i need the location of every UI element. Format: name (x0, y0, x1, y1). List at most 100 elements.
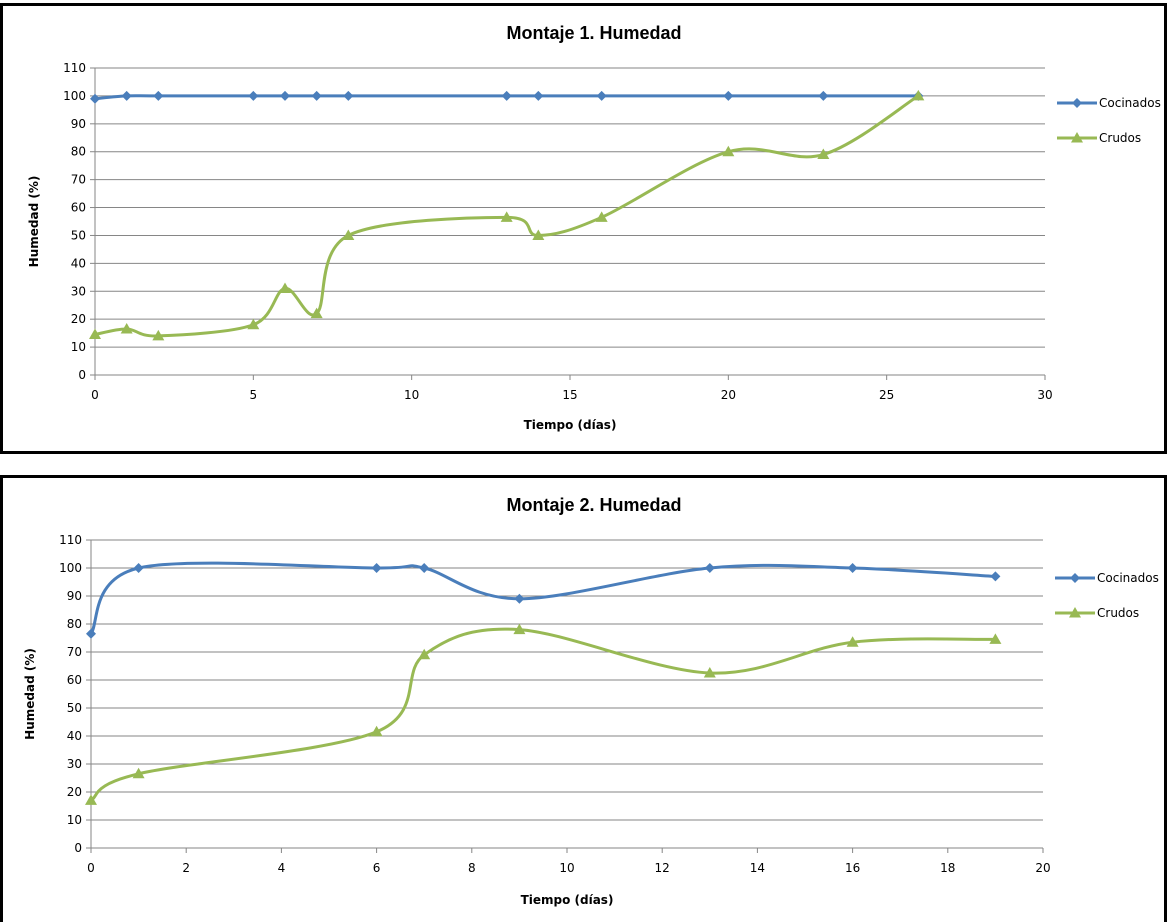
x-tick-label: 14 (750, 861, 765, 875)
x-tick-label: 10 (404, 388, 419, 402)
y-tick-label: 10 (71, 340, 86, 354)
x-tick-label: 6 (373, 861, 381, 875)
data-point-crudos (912, 89, 925, 101)
data-point-cocinados (847, 563, 858, 573)
data-point-cocinados (501, 90, 512, 101)
series-line-crudos (94, 94, 920, 338)
y-tick-label: 0 (78, 368, 86, 382)
y-tick-label: 80 (71, 145, 86, 159)
y-tick-label: 20 (71, 312, 86, 326)
data-point-cocinados (514, 593, 525, 604)
y-tick-label: 110 (59, 533, 82, 547)
data-point-cocinados (90, 93, 100, 104)
y-axis-label: Humedad (%) (23, 648, 37, 740)
data-point-crudos (989, 633, 1002, 644)
legend-marker (1070, 573, 1080, 583)
data-point-cocinados (248, 90, 259, 101)
data-point-cocinados (86, 628, 96, 639)
series-line-cocinados (94, 94, 919, 101)
legend-label: Cocinados (1097, 571, 1159, 585)
data-point-cocinados (133, 563, 144, 573)
data-point-crudos (132, 767, 145, 779)
data-point-cocinados (419, 563, 430, 573)
x-tick-label: 0 (87, 861, 95, 875)
y-tick-label: 30 (71, 284, 86, 298)
y-tick-label: 30 (67, 757, 82, 771)
data-point-cocinados (990, 571, 1001, 582)
data-point-crudos (817, 148, 830, 160)
y-tick-label: 100 (59, 561, 82, 575)
x-tick-label: 25 (879, 388, 894, 402)
x-tick-label: 2 (182, 861, 190, 875)
legend-label: Crudos (1099, 131, 1141, 145)
series-line-crudos (90, 627, 996, 802)
chart-2-group: Montaje 2. Humedad0102030405060708090100… (23, 495, 1159, 907)
y-tick-label: 70 (67, 645, 82, 659)
y-tick-label: 70 (71, 173, 86, 187)
chart-title: Montaje 2. Humedad (506, 495, 681, 515)
data-point-cocinados (311, 90, 322, 101)
x-axis-label: Tiempo (días) (521, 893, 614, 907)
x-tick-label: 16 (845, 861, 860, 875)
x-tick-label: 5 (250, 388, 258, 402)
x-tick-label: 15 (562, 388, 577, 402)
data-point-crudos (120, 322, 133, 334)
data-point-crudos (85, 794, 97, 805)
data-point-cocinados (121, 90, 132, 101)
data-point-crudos (500, 211, 513, 222)
y-tick-label: 0 (74, 841, 82, 855)
data-point-cocinados (371, 563, 382, 573)
legend-label: Crudos (1097, 606, 1139, 620)
chart-montaje-1 (0, 3, 1167, 454)
data-point-crudos (846, 636, 859, 647)
data-point-crudos (532, 229, 545, 240)
y-tick-label: 50 (71, 228, 86, 242)
data-point-cocinados (153, 90, 164, 101)
y-tick-label: 90 (67, 589, 82, 603)
y-tick-label: 10 (67, 813, 82, 827)
x-tick-label: 30 (1037, 388, 1052, 402)
legend-label: Cocinados (1099, 96, 1161, 110)
data-point-cocinados (704, 563, 715, 573)
x-tick-label: 8 (468, 861, 476, 875)
data-point-crudos (370, 725, 383, 737)
series-line-cocinados (89, 561, 996, 635)
x-tick-label: 10 (559, 861, 574, 875)
data-point-crudos (703, 667, 716, 678)
data-point-cocinados (818, 90, 829, 101)
data-point-crudos (722, 145, 735, 157)
x-tick-label: 20 (721, 388, 736, 402)
x-axis-label: Tiempo (días) (524, 418, 617, 432)
y-tick-label: 110 (63, 61, 86, 75)
x-tick-label: 12 (655, 861, 670, 875)
data-point-crudos (595, 211, 608, 222)
y-tick-label: 50 (67, 701, 82, 715)
y-tick-label: 80 (67, 617, 82, 631)
data-point-crudos (310, 307, 323, 319)
legend-marker (1069, 607, 1081, 618)
x-tick-label: 20 (1035, 861, 1050, 875)
x-tick-label: 18 (940, 861, 955, 875)
data-point-cocinados (723, 90, 734, 101)
y-tick-label: 40 (67, 729, 82, 743)
y-tick-label: 100 (63, 89, 86, 103)
y-tick-label: 20 (67, 785, 82, 799)
legend-marker (1072, 98, 1082, 108)
data-point-crudos (513, 623, 526, 635)
data-point-crudos (279, 282, 291, 293)
y-axis-label: Humedad (%) (27, 176, 41, 268)
y-tick-label: 90 (71, 117, 86, 131)
y-tick-label: 40 (71, 256, 86, 270)
data-point-crudos (342, 229, 355, 240)
y-tick-label: 60 (67, 673, 82, 687)
data-point-cocinados (343, 90, 354, 101)
data-point-crudos (89, 328, 101, 340)
data-point-crudos (418, 648, 431, 660)
y-tick-label: 60 (71, 201, 86, 215)
data-point-cocinados (533, 90, 544, 101)
data-point-cocinados (596, 90, 607, 101)
x-tick-label: 0 (91, 388, 99, 402)
chart-title: Montaje 1. Humedad (506, 23, 681, 43)
data-point-cocinados (280, 90, 290, 101)
